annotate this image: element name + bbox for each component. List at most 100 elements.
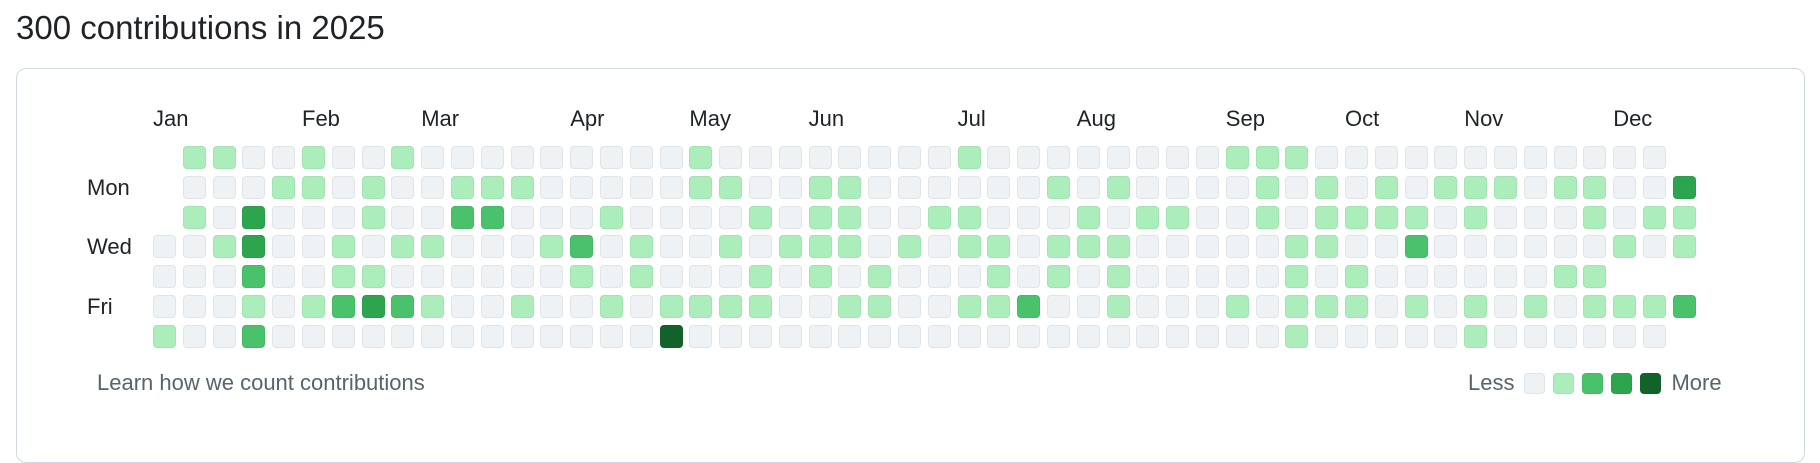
contribution-day-cell[interactable] — [778, 324, 802, 348]
contribution-day-cell[interactable] — [1225, 146, 1249, 169]
contribution-day-cell[interactable] — [1345, 295, 1368, 318]
contribution-day-cell[interactable] — [331, 295, 355, 318]
contribution-day-cell[interactable] — [1225, 205, 1249, 229]
contribution-day-cell[interactable] — [689, 324, 713, 348]
contribution-day-cell[interactable] — [1494, 265, 1517, 289]
contribution-day-cell[interactable] — [838, 265, 862, 289]
contribution-day-cell[interactable] — [689, 295, 713, 318]
contribution-day-cell[interactable] — [957, 324, 981, 348]
contribution-day-cell[interactable] — [421, 265, 445, 289]
contribution-day-cell[interactable] — [1523, 265, 1547, 289]
contribution-day-cell[interactable] — [1404, 295, 1428, 318]
contribution-day-cell[interactable] — [987, 235, 1011, 259]
contribution-day-cell[interactable] — [272, 205, 296, 229]
contribution-day-cell[interactable] — [510, 205, 534, 229]
contribution-day-cell[interactable] — [1374, 205, 1398, 229]
contribution-day-cell[interactable] — [242, 295, 266, 318]
contribution-day-cell[interactable] — [957, 265, 981, 289]
contribution-day-cell[interactable] — [898, 324, 921, 348]
contribution-day-cell[interactable] — [1166, 205, 1190, 229]
contribution-day-cell[interactable] — [1255, 295, 1279, 318]
contribution-day-cell[interactable] — [1553, 295, 1577, 318]
contribution-day-cell[interactable] — [1017, 175, 1041, 199]
contribution-day-cell[interactable] — [1047, 295, 1070, 318]
contribution-day-cell[interactable] — [659, 265, 683, 289]
contribution-day-cell[interactable] — [540, 146, 564, 169]
contribution-day-cell[interactable] — [1166, 324, 1190, 348]
contribution-day-cell[interactable] — [153, 295, 176, 318]
contribution-day-cell[interactable] — [868, 324, 892, 348]
contribution-day-cell[interactable] — [302, 146, 325, 169]
contribution-day-cell[interactable] — [1285, 146, 1309, 169]
contribution-day-cell[interactable] — [1404, 235, 1428, 259]
contribution-day-cell[interactable] — [719, 175, 743, 199]
contribution-day-cell[interactable] — [1494, 324, 1517, 348]
contribution-day-cell[interactable] — [898, 295, 921, 318]
contribution-day-cell[interactable] — [927, 175, 951, 199]
contribution-day-cell[interactable] — [1315, 175, 1339, 199]
contribution-day-cell[interactable] — [1106, 265, 1130, 289]
contribution-day-cell[interactable] — [1047, 235, 1070, 259]
contribution-day-cell[interactable] — [1523, 295, 1547, 318]
contribution-day-cell[interactable] — [361, 205, 385, 229]
contribution-day-cell[interactable] — [778, 175, 802, 199]
contribution-day-cell[interactable] — [808, 205, 832, 229]
contribution-day-cell[interactable] — [629, 146, 653, 169]
contribution-day-cell[interactable] — [451, 265, 474, 289]
contribution-day-cell[interactable] — [1345, 324, 1368, 348]
contribution-day-cell[interactable] — [272, 175, 296, 199]
contribution-day-cell[interactable] — [1643, 146, 1666, 169]
contribution-day-cell[interactable] — [838, 295, 862, 318]
contribution-day-cell[interactable] — [659, 324, 683, 348]
contribution-day-cell[interactable] — [778, 295, 802, 318]
contribution-day-cell[interactable] — [480, 295, 504, 318]
contribution-day-cell[interactable] — [242, 235, 266, 259]
contribution-day-cell[interactable] — [868, 205, 892, 229]
contribution-day-cell[interactable] — [1404, 205, 1428, 229]
contribution-day-cell[interactable] — [778, 146, 802, 169]
contribution-day-cell[interactable] — [719, 205, 743, 229]
contribution-day-cell[interactable] — [868, 146, 892, 169]
contribution-day-cell[interactable] — [1047, 175, 1070, 199]
contribution-day-cell[interactable] — [212, 175, 236, 199]
contribution-day-cell[interactable] — [1315, 265, 1339, 289]
contribution-day-cell[interactable] — [659, 175, 683, 199]
contribution-day-cell[interactable] — [749, 205, 772, 229]
contribution-day-cell[interactable] — [480, 324, 504, 348]
contribution-day-cell[interactable] — [1583, 295, 1607, 318]
contribution-day-cell[interactable] — [451, 146, 474, 169]
contribution-day-cell[interactable] — [927, 205, 951, 229]
contribution-day-cell[interactable] — [957, 295, 981, 318]
contribution-day-cell[interactable] — [1166, 265, 1190, 289]
contribution-day-cell[interactable] — [480, 146, 504, 169]
contribution-day-cell[interactable] — [1613, 295, 1637, 318]
contribution-day-cell[interactable] — [898, 205, 921, 229]
contribution-day-cell[interactable] — [540, 235, 564, 259]
contribution-day-cell[interactable] — [1166, 295, 1190, 318]
contribution-day-cell[interactable] — [212, 295, 236, 318]
contribution-day-cell[interactable] — [749, 146, 772, 169]
contribution-day-cell[interactable] — [1494, 146, 1517, 169]
contribution-day-cell[interactable] — [212, 324, 236, 348]
contribution-day-cell[interactable] — [361, 265, 385, 289]
contribution-day-cell[interactable] — [302, 324, 325, 348]
contribution-day-cell[interactable] — [987, 295, 1011, 318]
contribution-day-cell[interactable] — [1285, 324, 1309, 348]
contribution-day-cell[interactable] — [838, 175, 862, 199]
contribution-day-cell[interactable] — [1106, 175, 1130, 199]
contribution-day-cell[interactable] — [272, 324, 296, 348]
contribution-day-cell[interactable] — [1136, 205, 1160, 229]
contribution-day-cell[interactable] — [600, 146, 623, 169]
contribution-day-cell[interactable] — [1255, 235, 1279, 259]
contribution-day-cell[interactable] — [480, 235, 504, 259]
contribution-day-cell[interactable] — [212, 235, 236, 259]
contribution-day-cell[interactable] — [570, 175, 594, 199]
contribution-day-cell[interactable] — [570, 324, 594, 348]
contribution-day-cell[interactable] — [987, 324, 1011, 348]
contribution-day-cell[interactable] — [1672, 205, 1696, 229]
contribution-day-cell[interactable] — [898, 265, 921, 289]
contribution-day-cell[interactable] — [361, 235, 385, 259]
contribution-day-cell[interactable] — [391, 295, 415, 318]
contribution-day-cell[interactable] — [689, 265, 713, 289]
contribution-day-cell[interactable] — [421, 324, 445, 348]
